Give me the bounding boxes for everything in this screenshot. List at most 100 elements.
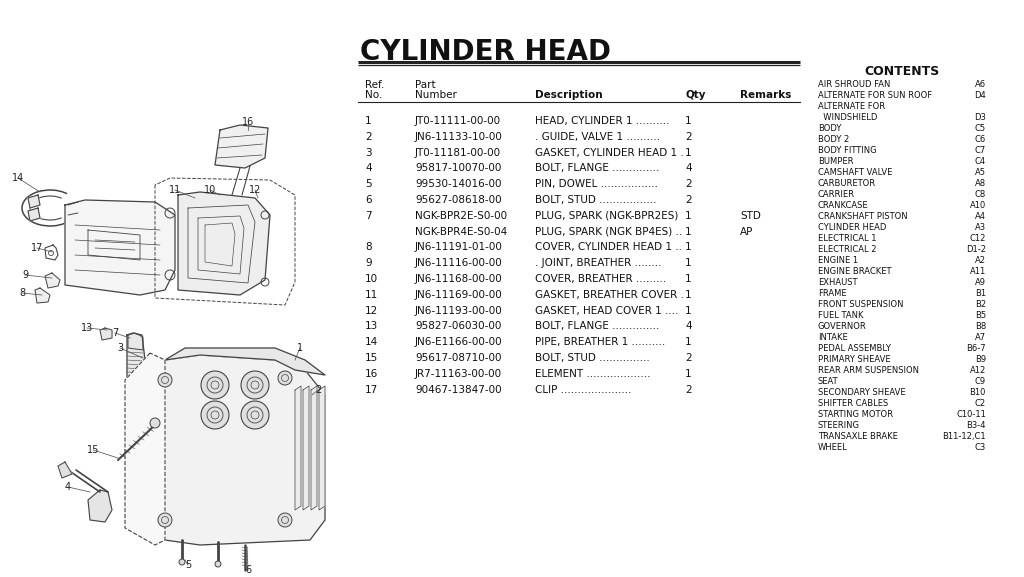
- Text: A2: A2: [975, 256, 986, 265]
- Text: 2: 2: [685, 353, 691, 363]
- Text: REAR ARM SUSPENSION: REAR ARM SUSPENSION: [818, 366, 919, 375]
- Text: Part: Part: [415, 80, 435, 90]
- Polygon shape: [295, 386, 301, 510]
- Text: B3-4: B3-4: [967, 421, 986, 430]
- Text: 1: 1: [685, 227, 691, 237]
- Text: CONTENTS: CONTENTS: [864, 65, 940, 78]
- Circle shape: [158, 373, 172, 387]
- Circle shape: [201, 401, 229, 429]
- Text: BODY FITTING: BODY FITTING: [818, 146, 877, 155]
- Circle shape: [179, 559, 185, 565]
- Text: TRANSAXLE BRAKE: TRANSAXLE BRAKE: [818, 432, 898, 441]
- Text: 16: 16: [242, 117, 254, 127]
- Text: JN6-11168-00-00: JN6-11168-00-00: [415, 274, 503, 284]
- Text: EXHAUST: EXHAUST: [818, 278, 857, 287]
- Text: AIR SHROUD FAN: AIR SHROUD FAN: [818, 80, 891, 89]
- Text: A4: A4: [975, 212, 986, 221]
- Text: 2: 2: [685, 179, 691, 189]
- Polygon shape: [100, 328, 112, 340]
- Circle shape: [278, 371, 292, 385]
- Text: 14: 14: [12, 173, 25, 183]
- Text: NGK-BPR2E-S0-00: NGK-BPR2E-S0-00: [415, 211, 507, 221]
- Text: 1: 1: [365, 116, 372, 126]
- Text: BOLT, STUD ...............: BOLT, STUD ...............: [535, 353, 650, 363]
- Text: 8: 8: [18, 288, 25, 298]
- Text: COVER, BREATHER .........: COVER, BREATHER .........: [535, 274, 667, 284]
- Text: 1: 1: [685, 337, 691, 347]
- Text: PIN, DOWEL .................: PIN, DOWEL .................: [535, 179, 658, 189]
- Text: A8: A8: [975, 179, 986, 188]
- Text: 4: 4: [685, 163, 691, 174]
- Text: A12: A12: [970, 366, 986, 375]
- Text: 95817-10070-00: 95817-10070-00: [415, 163, 502, 174]
- Text: JN6-11169-00-00: JN6-11169-00-00: [415, 290, 503, 300]
- Text: 3: 3: [117, 343, 123, 353]
- Text: 9: 9: [22, 270, 28, 280]
- Text: BODY: BODY: [818, 124, 842, 133]
- Text: PLUG, SPARK (NGK-BPR2ES): PLUG, SPARK (NGK-BPR2ES): [535, 211, 678, 221]
- Text: ELECTRICAL 1: ELECTRICAL 1: [818, 234, 877, 243]
- Polygon shape: [140, 355, 325, 545]
- Text: FUEL TANK: FUEL TANK: [818, 311, 863, 320]
- Text: C12: C12: [970, 234, 986, 243]
- Text: 2: 2: [314, 385, 322, 395]
- Text: ELECTRICAL 2: ELECTRICAL 2: [818, 245, 877, 254]
- Text: 12: 12: [249, 185, 261, 195]
- Polygon shape: [35, 288, 50, 303]
- Text: FRONT SUSPENSION: FRONT SUSPENSION: [818, 300, 903, 309]
- Circle shape: [241, 371, 269, 399]
- Text: C8: C8: [975, 190, 986, 199]
- Text: ALTERNATE FOR: ALTERNATE FOR: [818, 102, 885, 111]
- Text: C3: C3: [975, 443, 986, 452]
- Text: GASKET, CYLINDER HEAD 1 .: GASKET, CYLINDER HEAD 1 .: [535, 148, 684, 158]
- Polygon shape: [58, 462, 72, 478]
- Text: Description: Description: [535, 90, 603, 100]
- Text: SECONDARY SHEAVE: SECONDARY SHEAVE: [818, 388, 905, 397]
- Text: A5: A5: [975, 168, 986, 177]
- Text: ALTERNATE FOR SUN ROOF: ALTERNATE FOR SUN ROOF: [818, 91, 932, 100]
- Text: A3: A3: [975, 223, 986, 232]
- Text: STARTING MOTOR: STARTING MOTOR: [818, 410, 893, 419]
- Text: BODY 2: BODY 2: [818, 135, 849, 144]
- Text: C7: C7: [975, 146, 986, 155]
- Text: C4: C4: [975, 157, 986, 166]
- Text: JT0-11111-00-00: JT0-11111-00-00: [415, 116, 501, 126]
- Text: GASKET, HEAD COVER 1 ....: GASKET, HEAD COVER 1 ....: [535, 306, 679, 316]
- Text: D4: D4: [974, 91, 986, 100]
- Text: 1: 1: [685, 258, 691, 268]
- Text: CYLINDER HEAD: CYLINDER HEAD: [360, 38, 611, 66]
- Text: A10: A10: [970, 201, 986, 210]
- Polygon shape: [65, 200, 175, 295]
- Text: PRIMARY SHEAVE: PRIMARY SHEAVE: [818, 355, 891, 364]
- Circle shape: [150, 418, 160, 428]
- Text: 5: 5: [365, 179, 372, 189]
- Polygon shape: [215, 125, 268, 168]
- Text: C2: C2: [975, 399, 986, 408]
- Text: A6: A6: [975, 80, 986, 89]
- Circle shape: [241, 401, 269, 429]
- Text: 11: 11: [365, 290, 378, 300]
- Text: No.: No.: [365, 90, 382, 100]
- Text: Qty: Qty: [685, 90, 706, 100]
- Text: B5: B5: [975, 311, 986, 320]
- Text: JN6-11193-00-00: JN6-11193-00-00: [415, 306, 503, 316]
- Text: B10: B10: [970, 388, 986, 397]
- Text: 15: 15: [87, 445, 99, 455]
- Polygon shape: [165, 348, 325, 375]
- Text: PIPE, BREATHER 1 ..........: PIPE, BREATHER 1 ..........: [535, 337, 666, 347]
- Text: C6: C6: [975, 135, 986, 144]
- Text: C5: C5: [975, 124, 986, 133]
- Text: 2: 2: [365, 132, 372, 142]
- Text: B9: B9: [975, 355, 986, 364]
- Polygon shape: [303, 386, 309, 510]
- Text: 10: 10: [365, 274, 378, 284]
- Text: CLIP .....................: CLIP .....................: [535, 385, 632, 395]
- Text: D1-2: D1-2: [966, 245, 986, 254]
- Text: 1: 1: [685, 148, 691, 158]
- Text: ENGINE 1: ENGINE 1: [818, 256, 858, 265]
- Text: BOLT, STUD .................: BOLT, STUD .................: [535, 195, 656, 205]
- Text: Remarks: Remarks: [740, 90, 792, 100]
- Text: 17: 17: [31, 243, 43, 253]
- Polygon shape: [125, 353, 165, 545]
- Text: 11: 11: [169, 185, 181, 195]
